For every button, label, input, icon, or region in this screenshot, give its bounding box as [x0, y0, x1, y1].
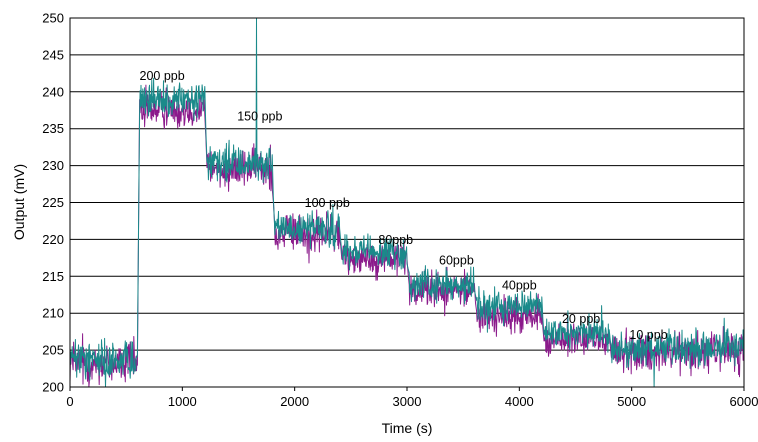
- y-axis-title: Output (mV): [11, 164, 27, 240]
- y-tick-labels: 200 205 210 215 220 225 230 235 240 245 250: [42, 11, 64, 395]
- annotation-label: 20 ppb: [562, 312, 600, 326]
- x-tick-labels: 0 1000 2000 3000 4000 5000 6000: [66, 387, 758, 409]
- x-axis-title: Time (s): [382, 420, 433, 436]
- annotation-label: 40ppb: [502, 279, 537, 293]
- y-tick-label: 220: [42, 232, 64, 247]
- x-tick-label: 3000: [393, 394, 422, 409]
- series-group: [69, 17, 745, 388]
- y-tick-label: 235: [42, 121, 64, 136]
- annotation-label: 100 ppb: [305, 196, 350, 210]
- annotation-label: 60ppb: [439, 253, 474, 267]
- x-tick-label: 4000: [505, 394, 534, 409]
- annotation-label: 200 ppb: [140, 69, 185, 83]
- annotation-label: 10 ppb: [629, 328, 667, 342]
- y-tick-label: 205: [42, 343, 64, 358]
- x-tick-label: 6000: [730, 394, 758, 409]
- y-tick-label: 230: [42, 158, 64, 173]
- y-tick-label: 240: [42, 84, 64, 99]
- y-tick-label: 200: [42, 380, 64, 395]
- x-tick-label: 5000: [617, 394, 646, 409]
- y-tick-label: 225: [42, 195, 64, 210]
- annotation-label: 80ppb: [378, 233, 413, 247]
- x-tick-label: 2000: [280, 394, 309, 409]
- y-tick-label: 245: [42, 47, 64, 62]
- x-tick-label: 0: [66, 394, 73, 409]
- x-tick-label: 1000: [168, 394, 197, 409]
- y-tick-label: 210: [42, 306, 64, 321]
- y-tick-label: 215: [42, 269, 64, 284]
- annotation-label: 150 ppb: [237, 110, 282, 124]
- y-tick-label: 250: [42, 11, 64, 26]
- annotations: 200 ppb 150 ppb 100 ppb 80ppb 60ppb 40ppb 20 p…: [140, 69, 668, 342]
- series-line-2: [69, 17, 745, 388]
